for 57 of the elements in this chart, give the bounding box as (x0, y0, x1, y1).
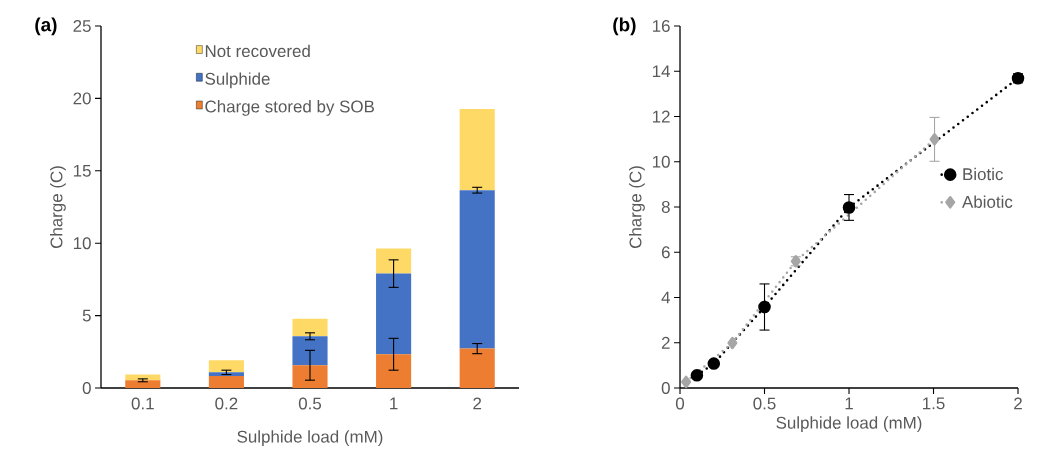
bar (292, 336, 328, 366)
legend-label: Not recovered (205, 44, 310, 58)
x-tick-label: 2 (473, 397, 482, 410)
bar (208, 360, 244, 373)
legend-label: Abiotic (962, 195, 1013, 208)
y-tick-label: 15 (73, 164, 91, 177)
bar (376, 354, 412, 388)
point (681, 375, 692, 389)
text: (a) (35, 17, 57, 36)
legend-label: Charge stored by SOB (205, 100, 374, 116)
bar (376, 273, 412, 355)
point (758, 300, 771, 314)
x-axis-title: Sulphide load (mM) (776, 416, 922, 433)
text: (b) (613, 17, 636, 36)
legend-label: Sulphide (205, 72, 270, 89)
y-tick-label: 20 (73, 92, 91, 105)
bar (125, 374, 161, 381)
y-tick-label: 8 (661, 201, 670, 213)
y-tick-label: 25 (73, 20, 91, 32)
point (842, 201, 856, 214)
x-tick-label: 0 (675, 397, 685, 410)
bar (376, 248, 412, 274)
bar (459, 348, 495, 388)
bar (208, 372, 244, 376)
x-tick-label: 1 (845, 397, 853, 410)
y-tick-label: 0 (661, 382, 670, 394)
y-tick-label: 10 (652, 155, 670, 168)
legend-label: Biotic (963, 167, 1003, 181)
point (690, 369, 704, 382)
y-tick-label: 4 (661, 291, 671, 304)
x-tick-label: 1.5 (923, 397, 945, 410)
point (929, 133, 940, 146)
y-tick-label: 0 (82, 382, 91, 394)
bar (125, 380, 161, 388)
y-tick-label: 5 (82, 309, 91, 322)
x-tick-label: 0.5 (298, 397, 322, 410)
point (727, 336, 738, 350)
bar (292, 365, 328, 388)
y-tick-label: 16 (652, 20, 670, 32)
x-tick-label: 0.1 (131, 397, 154, 410)
y-tick-label: 6 (661, 246, 670, 259)
y-tick-label: 12 (652, 110, 670, 123)
y-axis-title: Charge (C) (629, 166, 645, 249)
bar (208, 375, 244, 388)
x-axis-title: Sulphide load (mM) (237, 430, 383, 447)
point (707, 357, 721, 370)
y-tick-label: 14 (652, 65, 671, 78)
bar (292, 318, 328, 337)
x-tick-label: 1 (390, 397, 398, 410)
x-tick-label: 0.2 (215, 397, 238, 410)
bar (459, 190, 495, 349)
y-tick-label: 10 (73, 237, 91, 250)
bar (459, 109, 495, 191)
y-tick-label: 2 (661, 336, 670, 349)
x-tick-label: 0.5 (753, 397, 776, 410)
y-axis-title: Charge (C) (50, 166, 66, 249)
x-tick-label: 2 (1014, 397, 1022, 410)
